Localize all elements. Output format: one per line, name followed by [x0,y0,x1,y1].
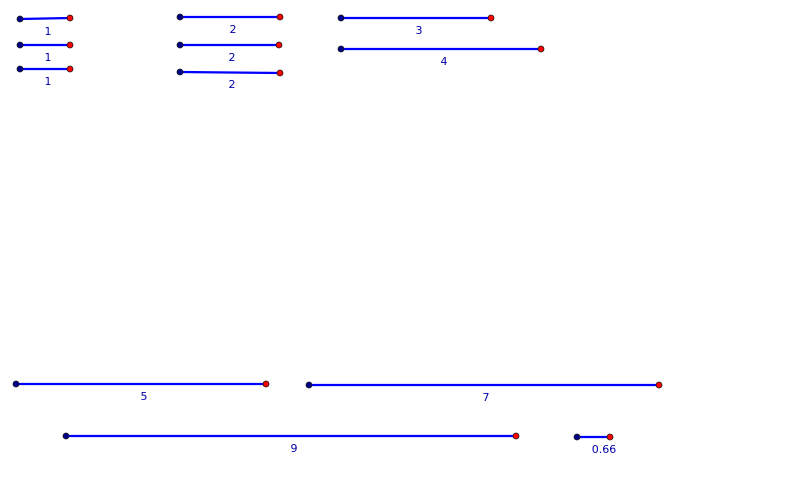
segment-9[interactable]: 5 [12,380,270,403]
segment-length-label: 9 [291,442,298,455]
segment-10[interactable]: 7 [305,381,663,404]
segment-end-point[interactable] [655,381,663,389]
segment-11[interactable]: 9 [62,432,520,455]
segment-1[interactable]: 1 [16,14,74,38]
segment-end-point[interactable] [275,41,283,49]
segment-length-label: 1 [45,51,52,64]
segment-start-point[interactable] [573,433,581,441]
segment-end-point[interactable] [262,380,270,388]
segment-start-point[interactable] [176,41,184,49]
segment-line[interactable] [18,16,72,21]
segment-length-label: 7 [483,391,490,404]
segment-7[interactable]: 3 [337,14,495,37]
segment-end-point[interactable] [276,69,284,77]
segment-line[interactable] [178,70,282,75]
segment-end-point[interactable] [537,45,545,53]
segment-length-label: 2 [230,23,237,36]
segment-length-label: 1 [45,75,52,88]
segment-length-label: 5 [141,390,148,403]
segment-start-point[interactable] [305,381,313,389]
segment-start-point[interactable] [12,380,20,388]
segment-end-point[interactable] [276,13,284,21]
segment-start-point[interactable] [176,13,184,21]
segment-12[interactable]: 0.66 [573,433,617,456]
segment-start-point[interactable] [62,432,70,440]
segment-start-point[interactable] [16,41,24,49]
segment-end-point[interactable] [487,14,495,22]
segment-length-label: 2 [229,78,236,91]
segments-group: 1 1 1 2 2 2 3 4 5 7 9 0.66 [12,13,663,456]
segment-start-point[interactable] [16,15,24,23]
segment-2[interactable]: 1 [16,41,74,64]
segment-start-point[interactable] [337,45,345,53]
segment-start-point[interactable] [337,14,345,22]
segment-start-point[interactable] [176,68,184,76]
segment-end-point[interactable] [512,432,520,440]
segment-6[interactable]: 2 [176,68,284,91]
segment-length-label: 2 [229,51,236,64]
segment-end-point[interactable] [66,14,74,22]
segment-start-point[interactable] [16,65,24,73]
segment-5[interactable]: 2 [176,41,283,64]
segment-8[interactable]: 4 [337,45,545,68]
segment-length-label: 4 [441,55,448,68]
segment-length-label: 3 [416,24,423,37]
segment-length-label: 0.66 [592,443,617,456]
segment-length-label: 1 [45,25,52,38]
segment-end-point[interactable] [606,433,614,441]
segment-3[interactable]: 1 [16,65,74,88]
segment-end-point[interactable] [66,41,74,49]
segment-4[interactable]: 2 [176,13,284,36]
segment-end-point[interactable] [66,65,74,73]
